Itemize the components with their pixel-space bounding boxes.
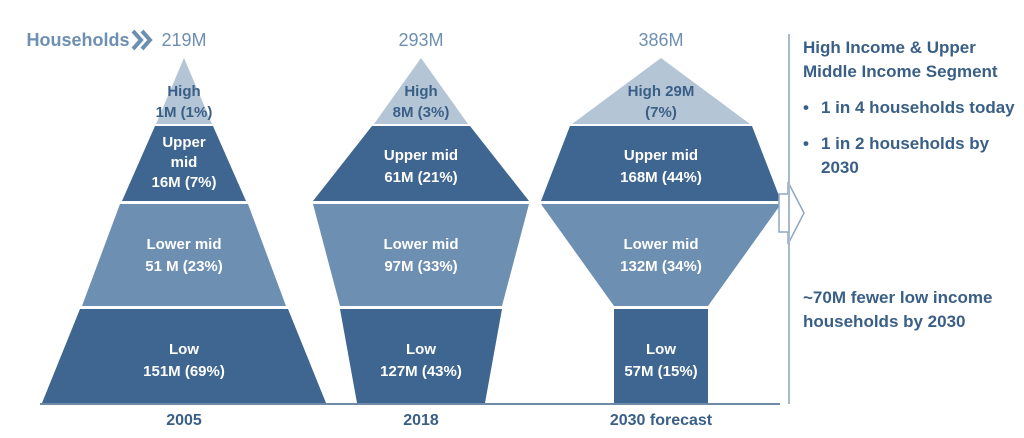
chevron-icon [131,29,144,51]
sidebar: High Income & Upper Middle Income Segmen… [803,36,1018,331]
segment-high [374,58,468,124]
total-label: 386M [638,30,683,50]
segment-upper [122,126,246,201]
bullet-dot: • [803,134,809,153]
segment-low [340,309,502,403]
sidebar-bullet: • 1 in 2 households by 2030 [803,132,1018,180]
year-label: 2005 [166,412,202,429]
segment-label: Low [169,341,199,358]
chart-baseline [40,403,780,405]
segment-high [156,58,212,124]
segment-label: Upper mid [384,147,458,164]
year-label: 2030 forecast [610,412,713,429]
sidebar-bullet: • 1 in 4 households today [803,96,1018,120]
year-label: 2018 [403,412,439,429]
segment-label: 127M (43%) [380,363,462,380]
bullet-text: 1 in 2 households by 2030 [821,134,990,177]
segment-label: 61M (21%) [384,169,457,186]
segment-label: High [167,83,200,100]
bullet-dot: • [803,98,809,117]
segment-label: Upper mid [624,147,698,164]
segment-label: 8M (3%) [393,104,450,121]
segment-label: Lower mid [146,236,221,253]
segment-label: High 29M [628,83,695,100]
segment-lowmid [541,204,781,306]
right-arrow-icon [778,181,805,245]
chevron-icon [140,29,153,51]
total-label: 293M [398,30,443,50]
segment-label: 51 M (23%) [145,258,223,275]
segment-low [614,309,708,403]
segment-label: (7%) [645,104,677,121]
segment-upper [541,126,781,201]
segment-label: Upper [162,134,206,151]
segment-label: 16M (7%) [151,174,216,191]
segment-upper [313,126,529,201]
sidebar-note: ~70M fewer low income households by 2030 [803,288,993,331]
segment-label: 97M (33%) [384,258,457,275]
divider-line [788,34,790,404]
households-label: Households [26,30,129,50]
segment-high [572,58,750,124]
segment-label: High [404,83,437,100]
segment-label: 57M (15%) [624,363,697,380]
segment-label: Lower mid [623,236,698,253]
segment-label: 132M (34%) [620,258,702,275]
segment-lowmid [82,204,286,306]
segment-label: Low [406,341,436,358]
bullet-text: 1 in 4 households today [821,98,1015,117]
segment-label: Lower mid [383,236,458,253]
total-label: 219M [161,30,206,50]
segment-label: 1M (1%) [156,104,213,121]
segment-lowmid [313,204,529,306]
segment-label: 151M (69%) [143,363,225,380]
segment-low [42,309,326,403]
segment-label: Low [646,341,676,358]
segment-label: mid [171,154,198,171]
sidebar-heading: High Income & Upper Middle Income Segmen… [803,38,998,81]
segment-label: 168M (44%) [620,169,702,186]
